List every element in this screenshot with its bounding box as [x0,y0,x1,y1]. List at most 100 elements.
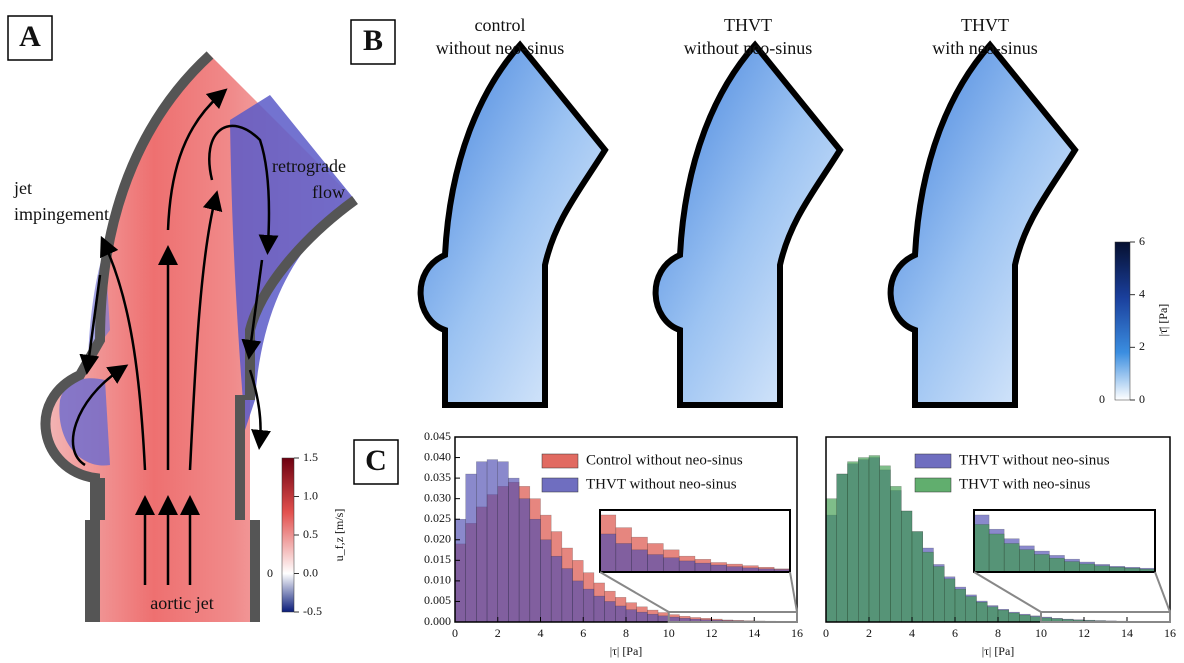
inset-bar [631,549,648,573]
inset-bar [710,564,727,573]
panel-letter: A [19,20,41,53]
vessel-wall [85,395,260,622]
histogram-bar [583,588,595,623]
wss-map [656,45,840,405]
legend-swatch [541,477,579,493]
legend-swatch [541,453,579,469]
histogram-bar [657,615,669,623]
inset-frame [599,509,791,573]
colorbar-tick-label: 2 [1139,339,1145,353]
panel-letter: B [363,24,383,57]
colorbar [1114,241,1131,401]
histogram-bar [1008,612,1020,623]
annotation: jet [13,178,32,198]
x-tick-label: 14 [1121,626,1133,640]
histogram-bar [647,613,659,623]
panel-c: C [353,439,399,485]
y-tick-label: 0.000 [424,614,451,628]
zoom-line [789,571,798,613]
legend-label: THVT with neo-sinus [959,476,1091,492]
x-tick-label: 2 [495,626,501,640]
histogram-bar [879,465,891,623]
x-tick-label: 0 [823,626,829,640]
histogram-bar [965,596,977,623]
histogram-bar [997,609,1009,623]
histogram-bar [604,601,616,623]
histogram-bar [825,498,837,623]
inset-frame [973,509,1156,573]
histogram-bar [1030,616,1042,623]
letter-box [7,15,53,61]
x-tick-label: 2 [866,626,872,640]
histogram-bar [987,606,999,623]
x-axis-label: |τ| [Pa] [610,644,643,658]
letter-box [350,19,396,65]
map-title: THVT [724,15,772,35]
annotation: aortic jet [150,593,213,613]
zoom-box [1040,611,1171,623]
histogram-bar [911,531,923,623]
x-axis-label: |τ| [Pa] [982,644,1015,658]
flow-arrows [71,88,279,585]
x-tick-label: 12 [706,626,718,640]
legend-swatch [914,477,952,493]
histogram-bar [868,455,880,623]
map-title: THVT [961,15,1009,35]
histogram-bar [540,539,552,623]
histogram-bar [561,568,573,623]
y-tick-label: 0.015 [424,552,451,566]
colorbar-tick-label: 1.5 [303,450,318,464]
inset-bar [694,562,712,573]
x-tick-label: 14 [748,626,760,640]
y-tick-label: 0.040 [424,449,451,463]
panel-a: A jet impingement retrograde flow aortic… [7,15,358,622]
map-title: without neo-sinus [684,38,813,58]
inset-bar [1034,554,1050,573]
x-tick-label: 6 [952,626,958,640]
inset-bar [1049,557,1065,573]
annotation: impingement [14,204,109,224]
colorbar-tick-label: 6 [1139,234,1145,248]
histogram-bar [615,605,627,623]
inset-bar [647,554,664,573]
x-tick-label: 12 [1078,626,1090,640]
histogram-bar [922,551,934,623]
colorbar-tick-label: 4 [1139,286,1145,300]
histogram-bar [933,566,945,623]
inset-bar [1079,563,1095,573]
x-tick-label: 6 [580,626,586,640]
colorbar-label: |τ̄| [Pa] [1156,304,1170,337]
y-tick-label: 0.030 [424,490,451,504]
map-title: control [475,15,526,35]
x-tick-label: 4 [909,626,915,640]
histogram-bar [486,459,498,623]
legend-label: Control without neo-sinus [586,452,743,468]
histogram-bar [858,457,870,623]
histogram-bar [465,473,477,623]
colorbar-zero: 0 [267,566,273,580]
x-tick-label: 8 [623,626,629,640]
y-tick-label: 0.005 [424,593,451,607]
y-tick-label: 0.020 [424,532,451,546]
wss-map [421,45,605,405]
vessel-wall [40,51,214,622]
x-tick-label: 0 [452,626,458,640]
vessel-wall [245,195,358,400]
histogram-bar [497,461,509,623]
colorbar [281,457,295,613]
legend-swatch [914,453,952,469]
histogram-bar [593,595,605,623]
inset-bar [973,524,990,573]
inset-bar [988,533,1005,573]
histogram-bar [518,498,531,623]
x-tick-label: 10 [663,626,675,640]
histogram-bar [954,588,966,623]
histogram-bar [890,486,902,623]
colorbar-tick-label: 0.5 [303,527,318,541]
annotation: flow [312,182,345,202]
zoom-line [973,571,1042,613]
histogram-bar [1019,614,1031,623]
colorbar-tick-label: 0 [1139,392,1145,406]
panel-b: B control without neo-sinus THVT without… [350,15,1170,406]
